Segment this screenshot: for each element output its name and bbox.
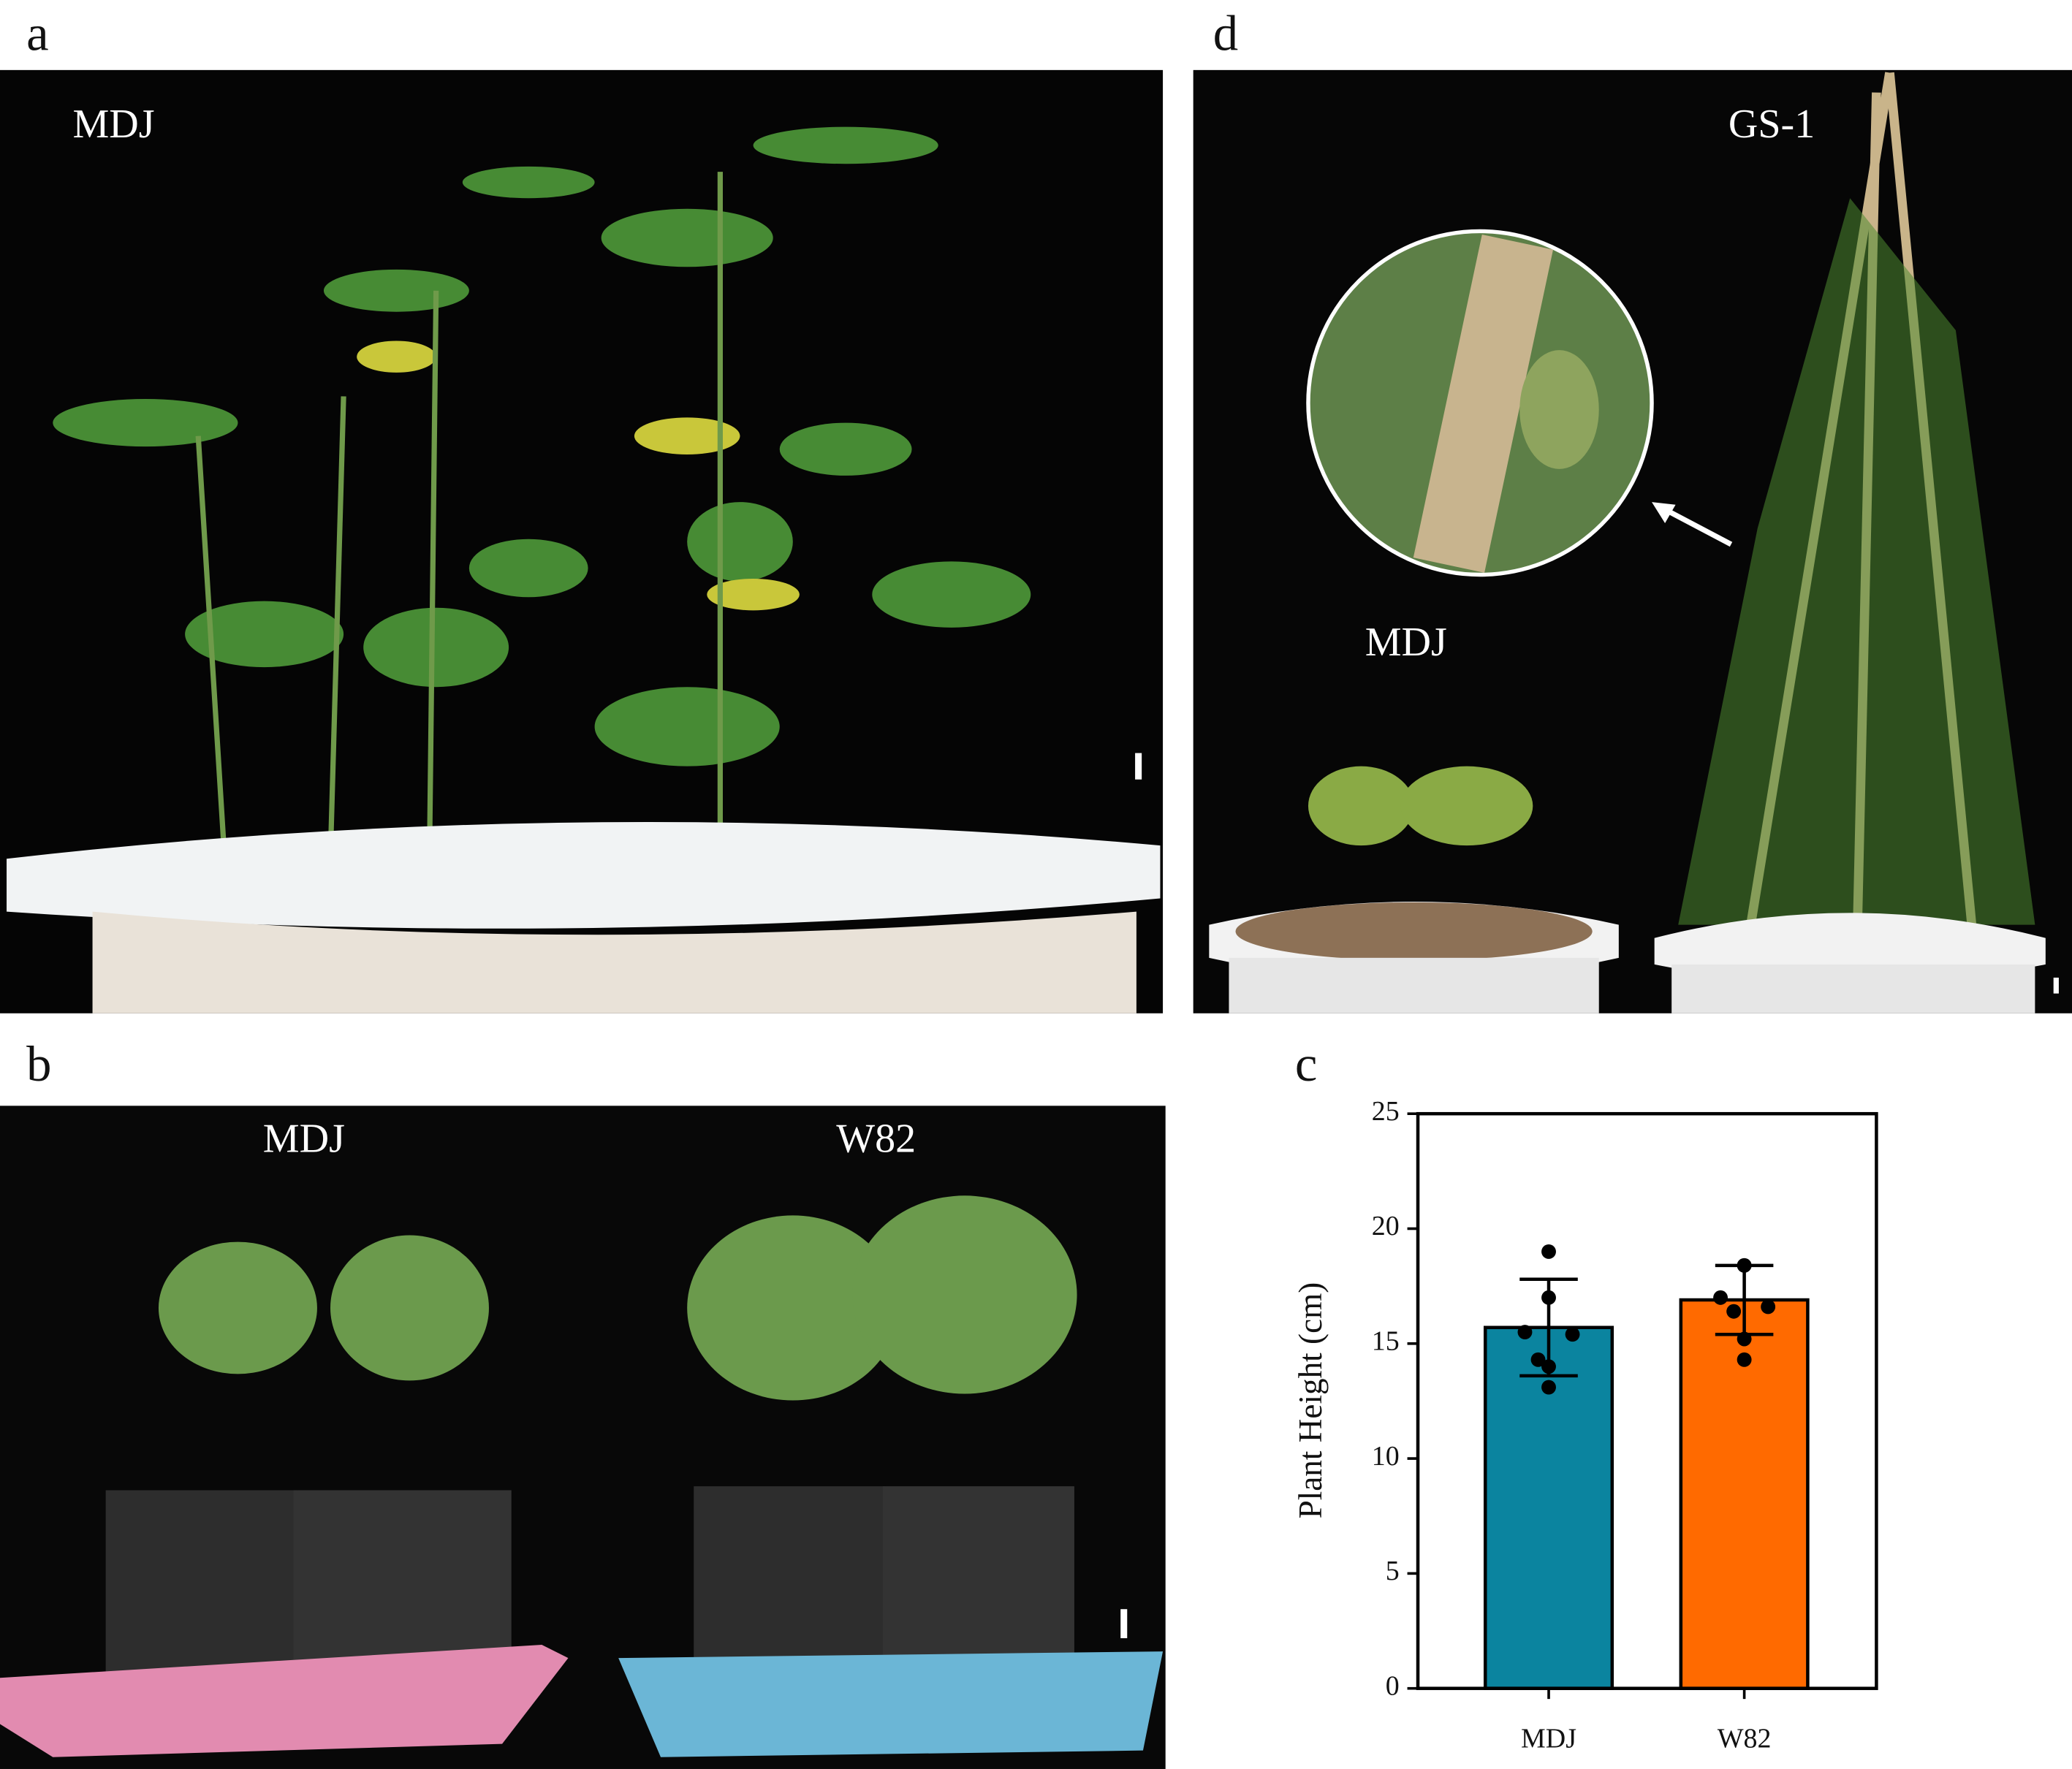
panel-letter: b (26, 1036, 51, 1092)
y-tick-label: 15 (1372, 1326, 1400, 1357)
data-point (1541, 1290, 1556, 1305)
photo-label: MDJ (72, 102, 154, 147)
data-point (1737, 1331, 1752, 1347)
photo-label: MDJ (1365, 620, 1447, 665)
data-point (1541, 1244, 1556, 1259)
y-tick-label: 10 (1372, 1441, 1400, 1472)
plot-area: 0 5 10 15 20 25 MDJ W82 (1372, 1096, 1878, 1754)
x-tick-label: W82 (1718, 1724, 1772, 1754)
x-tick-label: MDJ (1521, 1724, 1576, 1754)
data-point (1541, 1380, 1556, 1395)
y-tick-label: 5 (1386, 1556, 1400, 1586)
photo-b (0, 1106, 1166, 1769)
panel-letter: d (1213, 6, 1238, 61)
data-point (1517, 1325, 1533, 1340)
y-tick-label: 25 (1372, 1096, 1400, 1127)
y-tick-label: 20 (1372, 1211, 1400, 1241)
photo-label: MDJ (263, 1116, 345, 1162)
photo-a (0, 69, 1164, 1013)
photo-d (1193, 69, 2072, 1013)
panel-letter: a (26, 6, 48, 61)
data-point (1530, 1352, 1546, 1367)
y-tick-label: 0 (1386, 1670, 1400, 1701)
data-point (1737, 1352, 1752, 1367)
photo-label: W82 (836, 1116, 916, 1162)
plot-frame (1416, 1111, 1878, 1690)
photo-label: GS-1 (1728, 102, 1815, 147)
data-point (1737, 1258, 1752, 1273)
panel-letter: c (1295, 1036, 1318, 1092)
data-point (1726, 1304, 1742, 1319)
data-point (1761, 1299, 1776, 1315)
y-axis-title: Plant Height (cm) (1292, 1282, 1329, 1519)
data-point (1541, 1359, 1556, 1374)
data-point (1713, 1290, 1728, 1305)
data-point (1565, 1327, 1580, 1342)
